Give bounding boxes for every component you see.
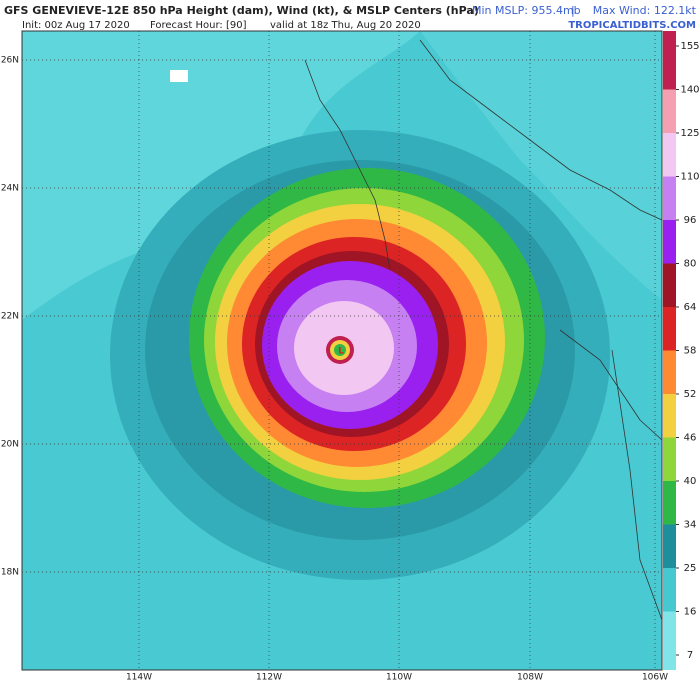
colorbar-label: 46 (684, 433, 697, 444)
colorbar-band (663, 524, 676, 568)
lon-label: 108W (517, 673, 543, 683)
colorbar-band (663, 437, 676, 481)
colorbar-label: 96 (684, 215, 697, 226)
max-wind: Max Wind: 122.1kt (593, 4, 697, 17)
colorbar-label: 155 (680, 41, 699, 52)
colorbar-label: 40 (684, 476, 697, 487)
colorbar-band (663, 89, 676, 133)
colorbar-label: 80 (684, 259, 697, 270)
eye (334, 344, 346, 356)
lat-label: 22N (1, 312, 19, 322)
map: L (21, 30, 663, 671)
graticule (22, 31, 662, 670)
colorbar-label: 110 (680, 172, 699, 183)
site: TROPICALTIDBITS.COM (568, 20, 696, 31)
colorbar-band (663, 307, 676, 351)
colorbar-band (663, 220, 676, 264)
colorbar-band (663, 31, 676, 90)
colorbar-label: 58 (684, 346, 697, 357)
colorbar-label: 25 (684, 563, 697, 574)
colorbar-band (663, 481, 676, 525)
colorbar-label: 125 (680, 128, 699, 139)
axis-labels: 26N 24N 22N 20N 18N 114W 112W 110W 108W 106W (1, 56, 668, 683)
colorbar-label: 64 (684, 302, 697, 313)
colorbar-band (663, 133, 676, 177)
coastline (304, 39, 663, 621)
cloud-gap (170, 70, 188, 82)
init-time: Init: 00z Aug 17 2020 (22, 20, 130, 31)
wind-region (420, 31, 662, 300)
colorbar-band (663, 263, 676, 307)
lat-label: 20N (1, 440, 19, 450)
lat-label: 26N (1, 56, 19, 66)
colorbar-label: 34 (684, 520, 697, 531)
forecast-hour: Forecast Hour: [90] (150, 20, 247, 31)
colorbar: 7 16 25 34 40 46 52 58 64 80 96 110 125 140 155 (663, 31, 700, 670)
colorbar-label: 16 (684, 607, 697, 618)
lon-label: 114W (126, 673, 152, 683)
colorbar-band (663, 611, 676, 670)
colorbar-label: 7 (687, 650, 693, 661)
title: GFS GENEVIEVE-12E 850 hPa Height (dam), … (4, 4, 479, 17)
low-center: L (338, 347, 344, 357)
colorbar-band (663, 176, 676, 220)
lon-label: 106W (642, 673, 668, 683)
colorbar-label: 52 (684, 389, 697, 400)
lat-label: 18N (1, 568, 19, 578)
colorbar-label: 140 (680, 85, 699, 96)
map-frame (21, 30, 663, 671)
colorbar-band (663, 568, 676, 612)
lon-label: 110W (386, 673, 412, 683)
lat-label: 24N (1, 184, 19, 194)
valid-time: valid at 18z Thu, Aug 20 2020 (270, 20, 421, 31)
min-mslp: Min MSLP: 955.4mb (472, 4, 581, 17)
colorbar-band (663, 350, 676, 394)
colorbar-band (663, 394, 676, 438)
separator: | (571, 4, 575, 17)
lon-label: 112W (256, 673, 282, 683)
